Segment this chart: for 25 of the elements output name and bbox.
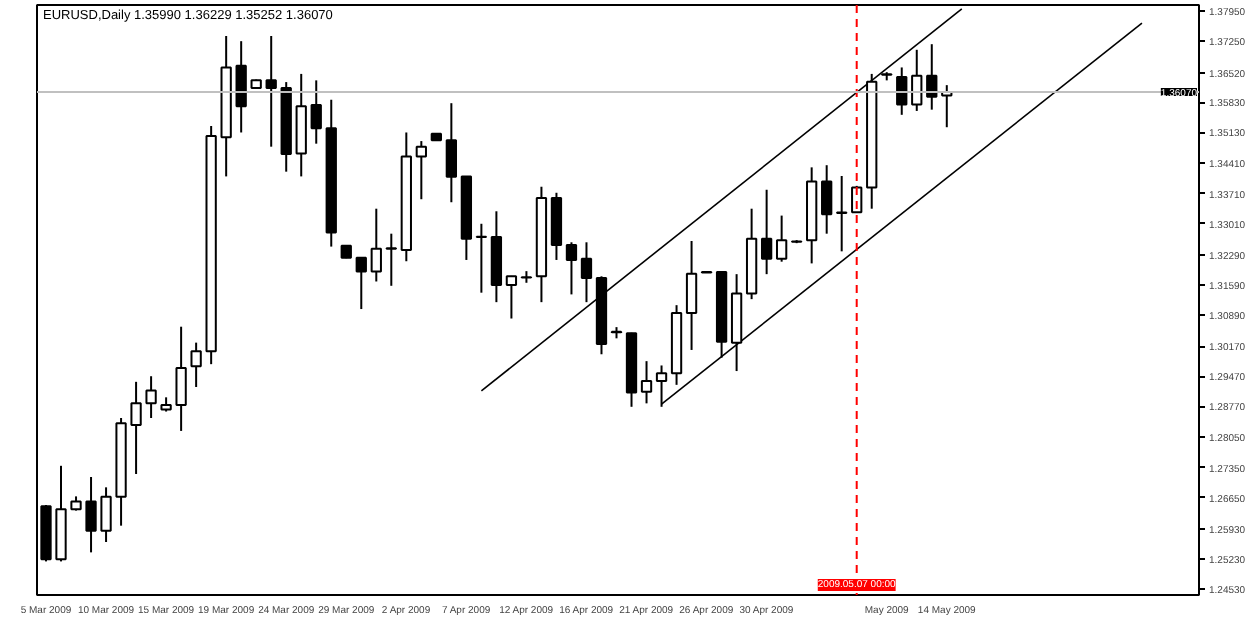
candlestick	[580, 241, 593, 304]
candlestick	[836, 174, 848, 253]
candlestick	[445, 102, 458, 204]
candlestick	[640, 360, 653, 405]
candlestick	[310, 79, 322, 145]
candlestick	[821, 164, 833, 235]
candlestick	[385, 232, 397, 287]
candlestick	[145, 375, 157, 419]
candlestick	[295, 72, 307, 178]
candlestick	[265, 35, 277, 148]
candlestick	[475, 222, 488, 294]
candlestick	[896, 66, 908, 116]
candlestick	[550, 191, 563, 261]
candlestick	[415, 140, 427, 201]
candlestick	[565, 241, 578, 296]
candlestick	[190, 341, 202, 388]
candlestick	[775, 214, 788, 263]
candlestick	[370, 207, 382, 283]
candlestick	[505, 274, 518, 320]
candlestick	[235, 40, 247, 134]
candlestick	[175, 325, 187, 432]
candlestick	[685, 240, 698, 351]
candlestick	[760, 188, 773, 276]
candlestick	[355, 256, 367, 311]
candlestick	[490, 210, 503, 304]
